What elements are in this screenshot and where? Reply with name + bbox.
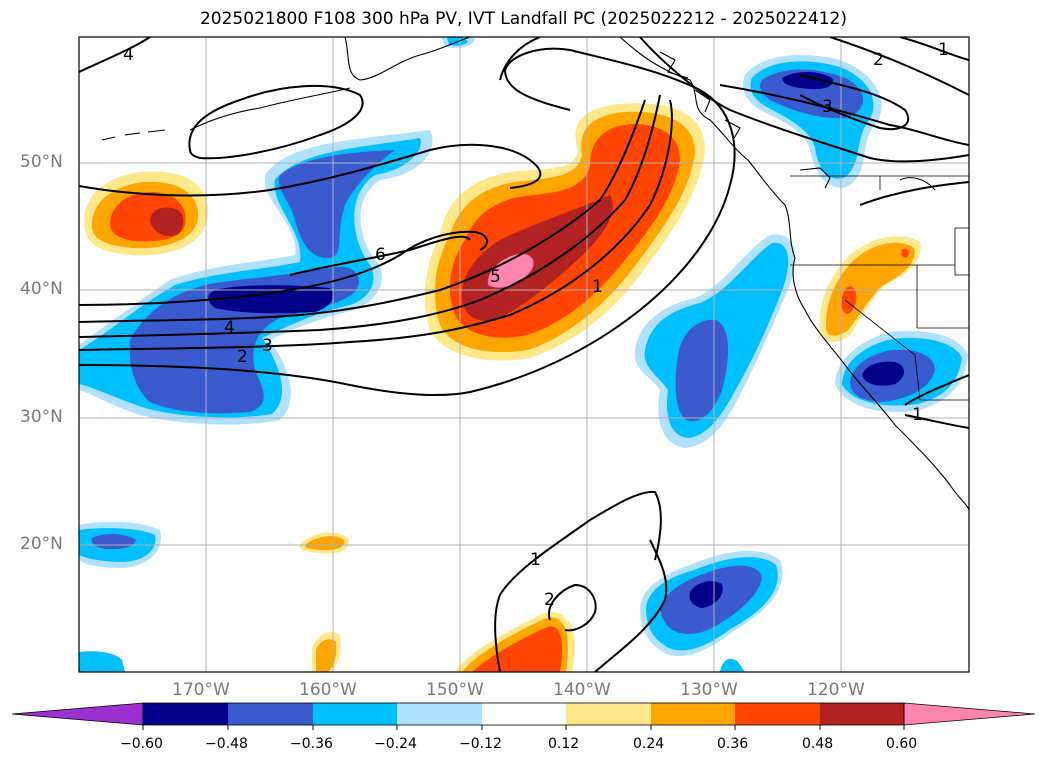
colorbar-tick-label: 0.60 xyxy=(886,736,918,752)
figure-title: 2025021800 F108 300 hPa PV, IVT Landfall… xyxy=(199,9,847,29)
colorbar-bin xyxy=(735,703,820,725)
political-borders xyxy=(790,175,969,401)
coastlines xyxy=(101,37,969,511)
contour-label: 4 xyxy=(123,45,134,65)
lat-label-30: 30°N xyxy=(20,407,63,427)
lat-label-20: 20°N xyxy=(20,534,63,554)
colorbar-bin xyxy=(143,703,228,725)
colorbar-tick-label: 0.48 xyxy=(802,736,834,752)
lon-label-140w: 140°W xyxy=(553,680,611,700)
colorbar-tick-label: 0.12 xyxy=(548,736,580,752)
colorbar-bin xyxy=(228,703,313,725)
colorbar-bin xyxy=(566,703,651,725)
colorbar-bin xyxy=(651,703,735,725)
colorbar-bin xyxy=(820,703,904,725)
contour-label: 1 xyxy=(938,40,949,60)
shaded-fields xyxy=(79,37,968,672)
colorbar-extend-high xyxy=(903,702,1036,726)
contour-label: 3 xyxy=(822,97,833,117)
contour-label: 2 xyxy=(237,347,248,367)
contour-label: 1 xyxy=(530,550,541,570)
map-frame xyxy=(78,36,970,673)
colorbar-tick-label: 0.36 xyxy=(717,736,749,752)
colorbar-tick-label: −0.12 xyxy=(459,736,502,752)
colorbar-tick-label: −0.24 xyxy=(374,736,417,752)
graticule xyxy=(79,37,969,672)
colorbar xyxy=(11,702,1036,730)
contour-labels: 4 2 1 3 6 4 3 2 5 1 1 2 1 xyxy=(123,40,949,610)
lat-label-50: 50°N xyxy=(20,152,63,172)
lon-label-120w: 120°W xyxy=(807,680,865,700)
lon-label-160w: 160°W xyxy=(299,680,357,700)
colorbar-tick-label: −0.48 xyxy=(205,736,248,752)
lon-label-150w: 150°W xyxy=(426,680,484,700)
pv-contours xyxy=(79,37,969,672)
colorbar-tick-label: −0.36 xyxy=(290,736,333,752)
colorbar-bin xyxy=(313,703,397,725)
lon-label-170w: 170°W xyxy=(172,680,230,700)
colorbar-bin xyxy=(482,703,566,725)
contour-label: 1 xyxy=(592,277,603,297)
contour-label: 3 xyxy=(262,336,273,356)
contour-label: 6 xyxy=(375,245,386,265)
colorbar-extend-low xyxy=(11,702,144,726)
contour-label: 2 xyxy=(544,590,555,610)
contour-label: 5 xyxy=(490,267,501,287)
contour-label: 1 xyxy=(912,405,923,425)
colorbar-tick-label: 0.24 xyxy=(633,736,665,752)
lat-label-40: 40°N xyxy=(20,279,63,299)
lon-label-130w: 130°W xyxy=(680,680,738,700)
colorbar-bin xyxy=(397,703,482,725)
colorbar-tick-label: −0.60 xyxy=(120,736,163,752)
contour-label: 2 xyxy=(873,50,884,70)
contour-label: 4 xyxy=(224,318,235,338)
